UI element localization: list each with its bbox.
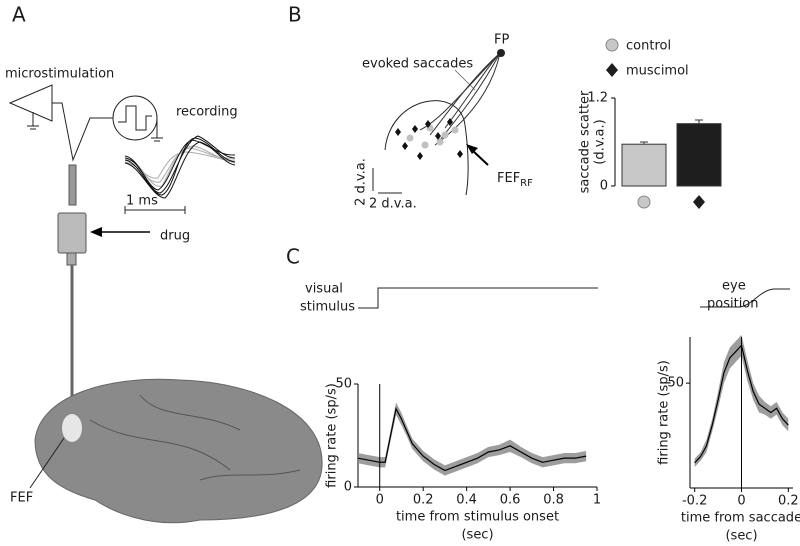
panel-c-traces [358, 287, 790, 309]
diagram-label: FEFRF [497, 171, 533, 190]
x-tick-label: 0 [376, 493, 384, 508]
scale-label: 2 d.v.a. [354, 158, 369, 206]
x-tick-label: 0.8 [543, 493, 564, 508]
rf-subscript: RF [520, 178, 533, 189]
diagram-label: evoked saccades [362, 57, 473, 72]
trace-label: eye [722, 279, 746, 294]
legend-label: control [626, 39, 671, 54]
y-axis-label: saccade scatter [578, 90, 593, 193]
x-tick-label: 0.4 [456, 493, 477, 508]
x-tick-label: 0.2 [413, 493, 434, 508]
x-tick-label: 0.6 [500, 493, 521, 508]
legend-label: muscimol [626, 64, 689, 79]
scale-label: 1 ms [126, 194, 158, 209]
error-bar [695, 119, 703, 124]
error-band [694, 334, 789, 468]
scale-label: 2 d.v.a. [369, 197, 417, 212]
panel-a-diagram [8, 84, 323, 524]
x-axis-label: (sec) [725, 529, 757, 544]
bar [676, 123, 722, 187]
trace-label: stimulus [300, 300, 355, 315]
x-tick-label: 0 [737, 494, 745, 509]
error-bar [640, 141, 648, 145]
diagram-label: FP [494, 33, 509, 48]
y-tick-label: 0 [600, 179, 608, 194]
y-tick-label: 1.2 [587, 91, 608, 106]
y-axis-label: firing rate (sp/s) [325, 383, 340, 488]
category-icon [693, 195, 705, 209]
panel-b-diagram [372, 49, 505, 196]
diagram-label: microstimulation [5, 67, 114, 82]
trace-label: position [707, 297, 759, 312]
y-axis-label: firing rate (sp/s) [657, 360, 672, 465]
y-axis-label: (d.v.a.) [593, 119, 608, 164]
x-axis-label: (sec) [461, 528, 493, 543]
legend-marker [606, 63, 618, 77]
bar [621, 143, 667, 187]
panel-label: C [286, 245, 300, 269]
y-tick-label: 50 [667, 376, 684, 391]
x-tick-label: 1 [593, 493, 601, 508]
x-tick-label: -0.2 [682, 494, 707, 509]
line [357, 406, 587, 472]
error-band [358, 402, 587, 476]
panel-label: A [12, 3, 26, 27]
panel-label: B [288, 3, 302, 27]
y-tick-label: 50 [335, 377, 352, 392]
diagram-label: drug [160, 229, 190, 244]
trace-label: visual [305, 282, 343, 297]
x-tick-label: 0.2 [778, 494, 799, 509]
x-axis-label: time from stimulus onset [396, 510, 559, 525]
y-tick-label: 0 [344, 480, 352, 495]
category-icon [637, 195, 651, 209]
rf-label: FEF [497, 171, 520, 186]
diagram-label: FEF [10, 491, 33, 506]
diagram-label: recording [176, 105, 238, 120]
x-axis-label: time from saccade [681, 511, 800, 526]
legend-marker [605, 38, 619, 52]
